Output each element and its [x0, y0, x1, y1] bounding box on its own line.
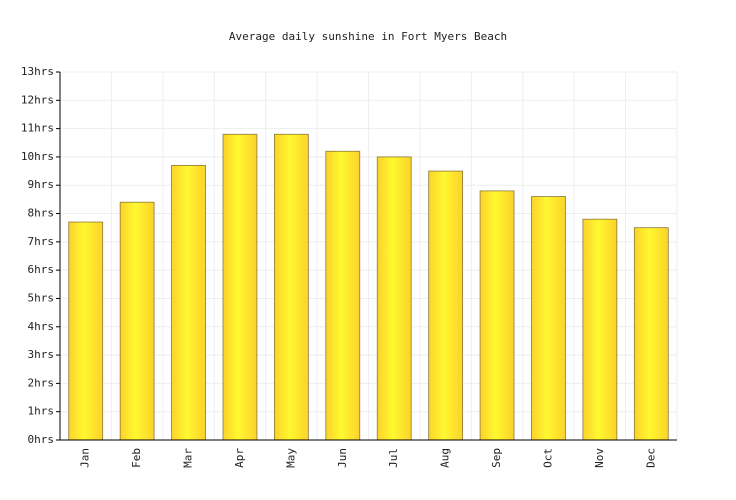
bar: [633, 227, 669, 441]
y-tick-label: 9hrs: [28, 178, 55, 191]
x-tick-label: Apr: [233, 448, 246, 468]
y-tick-label: 10hrs: [21, 150, 54, 163]
x-tick-label: Oct: [541, 448, 554, 468]
y-tick-label: 2hrs: [28, 376, 55, 389]
x-tick-label: Aug: [439, 448, 452, 468]
x-tick-label: Feb: [130, 448, 143, 468]
y-tick-label: 0hrs: [28, 433, 55, 446]
bar: [68, 221, 104, 441]
y-tick-label: 7hrs: [28, 235, 55, 248]
x-tick-label: Jun: [336, 448, 349, 468]
x-tick-label: Jan: [79, 448, 92, 468]
bar: [582, 218, 618, 441]
y-tick-label: 3hrs: [28, 348, 55, 361]
y-tick-label: 12hrs: [21, 93, 54, 106]
bar: [171, 165, 206, 441]
y-tick-label: 6hrs: [28, 263, 55, 276]
y-tick-label: 1hrs: [28, 405, 55, 418]
y-tick-label: 5hrs: [28, 291, 55, 304]
bar: [376, 156, 412, 441]
bar: [325, 150, 361, 441]
x-tick-label: Nov: [593, 448, 606, 468]
x-tick-label: Dec: [644, 448, 657, 468]
bar: [479, 190, 515, 441]
y-tick-label: 8hrs: [28, 207, 55, 220]
x-tick-label: Sep: [490, 448, 503, 468]
bar: [119, 201, 155, 441]
bar: [428, 170, 463, 441]
y-tick-label: 4hrs: [28, 320, 55, 333]
x-tick-label: Mar: [182, 448, 195, 468]
bar: [222, 133, 258, 441]
x-tick-label: Jul: [387, 448, 400, 468]
y-tick-label: 13hrs: [21, 65, 54, 78]
bar: [274, 133, 309, 441]
x-tick-label: May: [284, 448, 297, 468]
y-tick-label: 11hrs: [21, 122, 54, 135]
bar: [531, 196, 566, 441]
chart-title: Average daily sunshine in Fort Myers Bea…: [229, 30, 507, 43]
